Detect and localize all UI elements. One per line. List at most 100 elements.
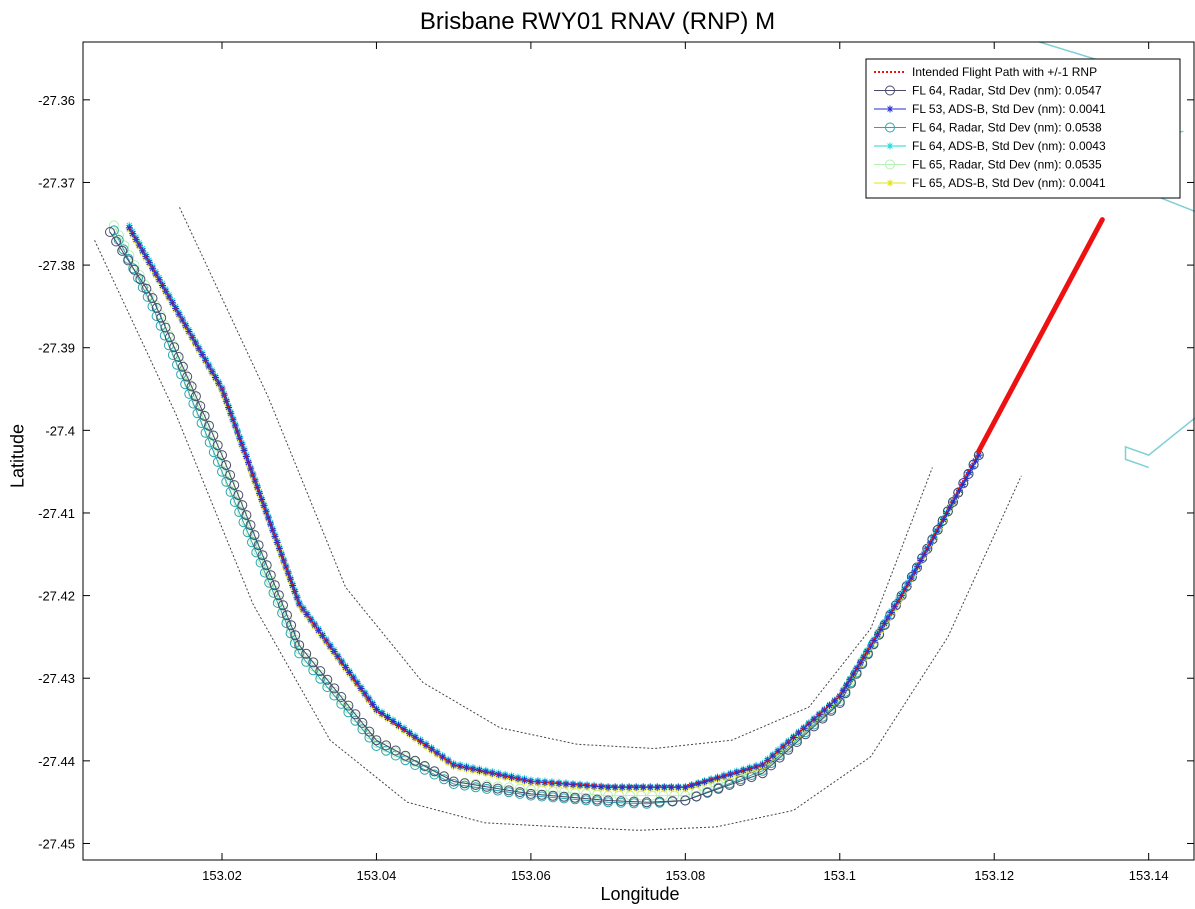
data-point [946, 504, 954, 512]
data-point [805, 720, 813, 728]
data-point [184, 388, 195, 399]
intended-path-thick-segment [976, 217, 1105, 454]
y-axis-label: Latitude [7, 423, 28, 489]
legend-marker [886, 105, 894, 113]
legend-entry: Intended Flight Path with +/-1 RNP [874, 65, 1097, 79]
data-point [222, 397, 230, 405]
data-point [949, 498, 957, 506]
data-point [952, 492, 960, 500]
data-point [237, 500, 248, 511]
data-point [176, 369, 187, 380]
data-point [456, 762, 464, 770]
data-point [251, 547, 262, 558]
data-point [439, 771, 449, 782]
data-point [395, 721, 403, 729]
data-point [975, 451, 983, 459]
data-point [149, 264, 156, 272]
data-point [326, 642, 334, 650]
data-point [604, 783, 612, 791]
data-point [329, 683, 340, 694]
data-point [592, 794, 603, 805]
data-point [238, 517, 249, 528]
data-point [179, 369, 190, 380]
data-point [343, 707, 354, 718]
data-point [688, 781, 696, 789]
data-point [350, 715, 361, 726]
data-point [247, 537, 257, 548]
data-point [190, 391, 201, 402]
legend-marker [886, 179, 894, 187]
data-point [707, 776, 715, 784]
data-point [936, 521, 944, 529]
data-point [653, 783, 661, 791]
data-point [364, 726, 375, 737]
data-point [343, 703, 354, 714]
data-point [144, 289, 155, 300]
data-point [562, 780, 570, 788]
data-point [820, 706, 828, 714]
legend-label: Intended Flight Path with +/-1 RNP [912, 65, 1097, 79]
data-point [943, 510, 951, 518]
data-point [278, 600, 288, 611]
data-point [165, 293, 173, 301]
data-point [371, 741, 382, 751]
series-line [128, 229, 980, 790]
data-point [406, 729, 414, 737]
data-point [669, 790, 680, 801]
data-point [336, 695, 347, 706]
data-point [273, 590, 284, 601]
chart-title: Brisbane RWY01 RNAV (RNP) M [419, 8, 776, 35]
y-tick-label: -27.36 [38, 93, 75, 108]
data-point [303, 610, 311, 618]
data-point [927, 539, 935, 547]
legend-label: FL 64, Radar, Std Dev (nm): 0.0547 [912, 84, 1102, 98]
data-point [315, 673, 326, 684]
data-point [275, 545, 283, 553]
data-point [536, 789, 547, 800]
data-point [301, 648, 312, 659]
data-point [618, 783, 626, 791]
series-4 [125, 221, 983, 790]
series-3 [108, 225, 984, 809]
legend-label: FL 64, ADS-B, Std Dev (nm): 0.0043 [912, 139, 1106, 153]
data-point [247, 465, 255, 473]
x-tick-label: 153.02 [202, 868, 242, 883]
legend-entry: FL 64, ADS-B, Std Dev (nm): 0.0043 [874, 139, 1106, 153]
data-point [860, 653, 868, 661]
data-point [825, 702, 833, 710]
x-tick-label: 153.08 [665, 868, 705, 883]
data-point [475, 766, 483, 774]
data-point [625, 783, 633, 791]
data-point [199, 410, 210, 421]
data-point [614, 790, 625, 801]
data-point [972, 457, 980, 465]
data-point [959, 480, 967, 488]
data-point [135, 274, 146, 285]
data-point [576, 781, 584, 789]
data-point [336, 698, 347, 709]
data-point [769, 752, 777, 760]
data-point [831, 697, 839, 705]
data-point [178, 316, 186, 324]
data-point [128, 263, 139, 274]
data-point [759, 761, 767, 769]
y-tick-label: -27.37 [38, 175, 75, 190]
data-point [290, 630, 301, 641]
data-point [774, 747, 782, 755]
data-point [173, 352, 184, 362]
data-point [795, 729, 803, 737]
data-point [212, 440, 223, 451]
data-point [168, 299, 176, 307]
data-point [258, 496, 266, 504]
data-point [514, 775, 522, 783]
data-point [301, 656, 312, 667]
data-point [372, 706, 380, 714]
data-point [271, 532, 279, 540]
data-point [322, 682, 333, 693]
data-point [151, 311, 162, 322]
data-point [555, 780, 563, 788]
data-point [667, 796, 678, 807]
data-point [962, 475, 970, 483]
data-point [182, 371, 193, 382]
